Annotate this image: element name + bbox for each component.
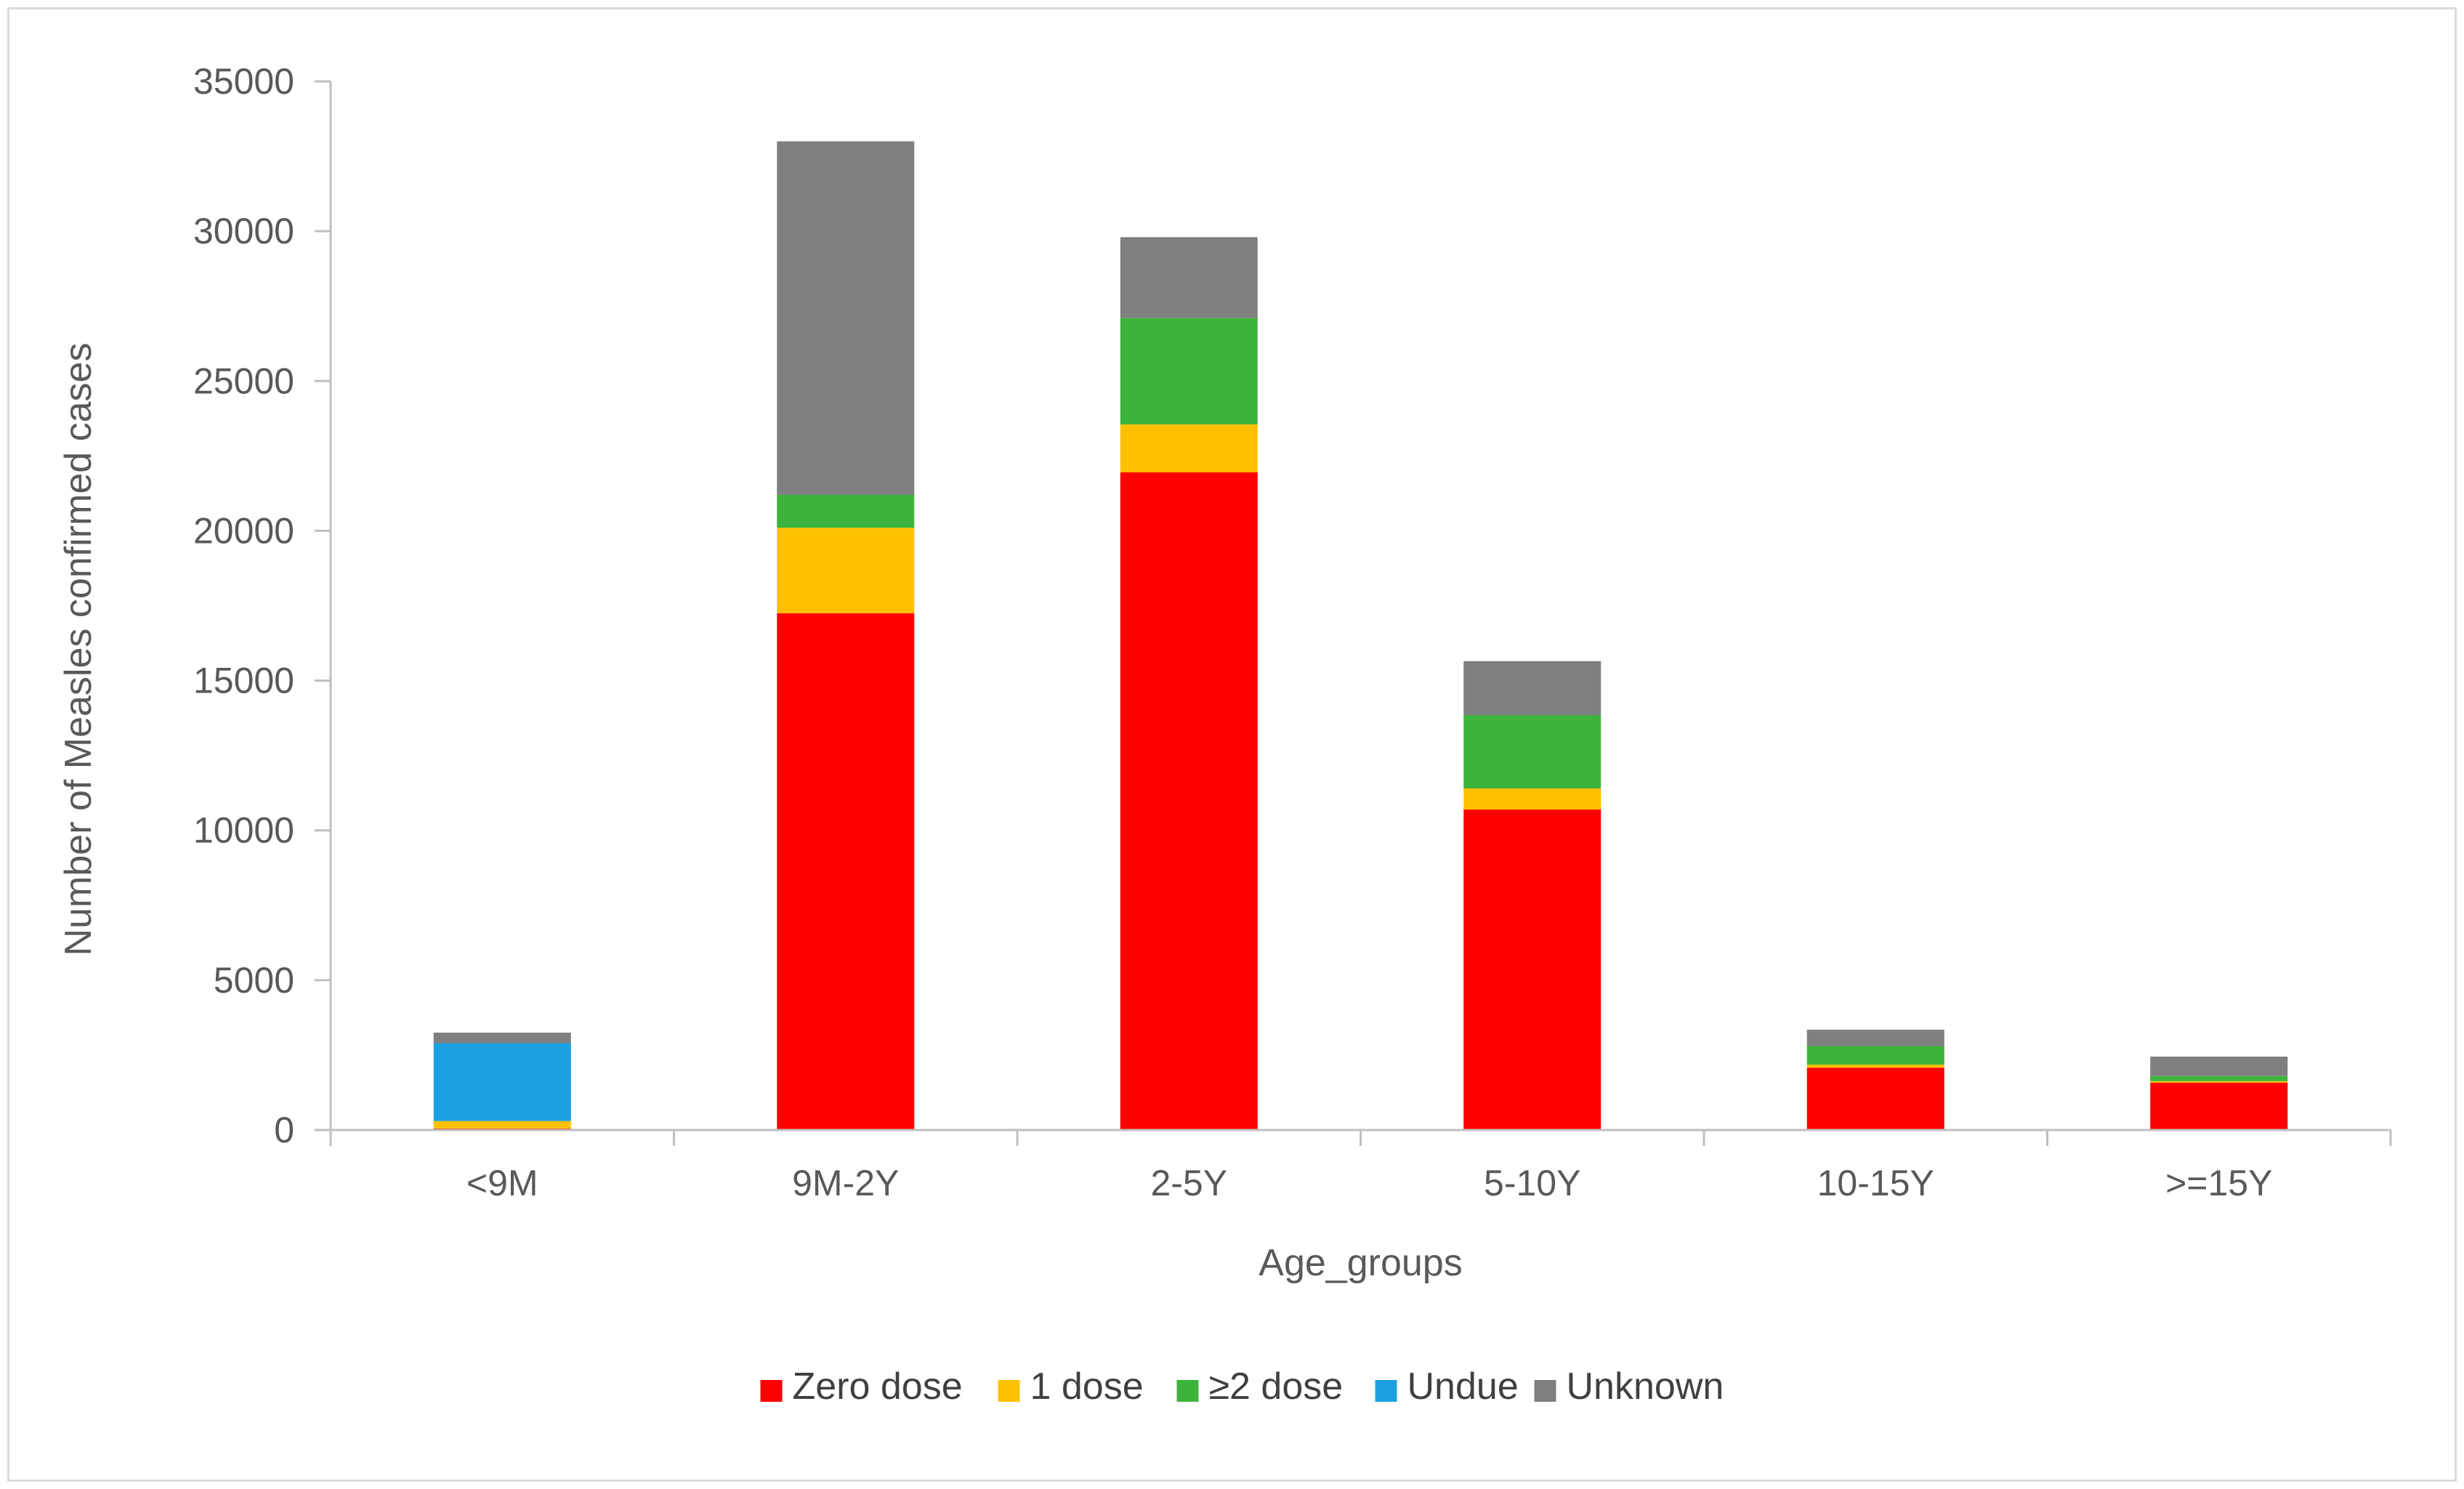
x-axis-ticks: <9M 9M-2Y 2-5Y 5-10Y 10-15Y >=15Y	[329, 1130, 2392, 1203]
x-tick-label: <9M	[466, 1163, 538, 1203]
bar-segment-undue-0	[433, 1043, 571, 1121]
x-tick-label: 10-15Y	[1817, 1163, 1934, 1203]
legend-item: 1 dose	[998, 1365, 1144, 1408]
bar-segment-unknown-5	[2150, 1056, 2288, 1076]
legend-swatch	[1176, 1380, 1199, 1402]
legend-item: ≥2 dose	[1176, 1365, 1344, 1408]
y-tick-label: 15000	[193, 661, 294, 701]
bar-segment-unknown-3	[1463, 661, 1601, 715]
bar-segment-1-dose-5	[2150, 1081, 2288, 1083]
y-tick-label: 0	[274, 1110, 294, 1150]
y-tick-label: 20000	[193, 510, 294, 551]
bar-segment--2-dose-1	[777, 494, 915, 528]
bar-segment--2-dose-2	[1120, 318, 1258, 425]
legend-label: Zero dose	[793, 1365, 963, 1408]
bar-segment--2-dose-5	[2150, 1076, 2288, 1081]
y-tick-label: 25000	[193, 360, 294, 401]
bars	[433, 141, 2288, 1130]
legend-swatch	[998, 1380, 1020, 1402]
legend-label: Undue	[1407, 1365, 1519, 1408]
bar-segment-zero-dose-4	[1806, 1068, 1944, 1130]
y-axis-title: Number of Measles confirmed cases	[57, 343, 100, 956]
legend-label: Unknown	[1567, 1365, 1724, 1408]
y-tick-label: 35000	[193, 61, 294, 102]
bar-segment-1-dose-1	[777, 528, 915, 613]
bar-segment-unknown-2	[1120, 237, 1258, 318]
bar-segment--2-dose-3	[1463, 714, 1601, 788]
bar-segment-unknown-0	[433, 1033, 571, 1044]
legend: Zero dose 1 dose ≥2 dose Undue Unknown	[760, 1365, 1724, 1408]
bar-segment-zero-dose-5	[2150, 1082, 2288, 1130]
bar-segment-1-dose-0	[433, 1121, 571, 1129]
y-axis-ticks: 0 5000 10000 15000 20000 25000 30000 35000	[193, 61, 331, 1150]
bar-segment-unknown-1	[777, 141, 915, 495]
bar-segment-unknown-4	[1806, 1029, 1944, 1046]
legend-swatch	[1534, 1380, 1556, 1402]
x-tick-label: >=15Y	[2165, 1163, 2272, 1203]
legend-swatch	[1375, 1380, 1397, 1402]
x-tick-label: 9M-2Y	[792, 1163, 899, 1203]
y-tick-label: 10000	[193, 810, 294, 851]
bar-segment-zero-dose-1	[777, 613, 915, 1130]
x-tick-label: 5-10Y	[1484, 1163, 1580, 1203]
bar-segment-zero-dose-2	[1120, 472, 1258, 1130]
legend-item: Zero dose	[760, 1365, 963, 1408]
legend-swatch	[760, 1380, 783, 1402]
legend-item: Undue	[1375, 1365, 1519, 1408]
bar-segment--2-dose-4	[1806, 1046, 1944, 1065]
bar-segment-zero-dose-3	[1463, 809, 1601, 1130]
y-tick-label: 30000	[193, 211, 294, 251]
legend-item: Unknown	[1534, 1365, 1724, 1408]
y-tick-label: 5000	[214, 960, 294, 1001]
x-tick-label: 2-5Y	[1150, 1163, 1227, 1203]
bar-segment-1-dose-2	[1120, 424, 1258, 473]
bar-segment-1-dose-4	[1806, 1065, 1944, 1068]
legend-label: 1 dose	[1030, 1365, 1144, 1408]
bar-segment-1-dose-3	[1463, 788, 1601, 810]
x-axis-title: Age_groups	[1259, 1242, 1462, 1284]
legend-label: ≥2 dose	[1209, 1365, 1344, 1408]
